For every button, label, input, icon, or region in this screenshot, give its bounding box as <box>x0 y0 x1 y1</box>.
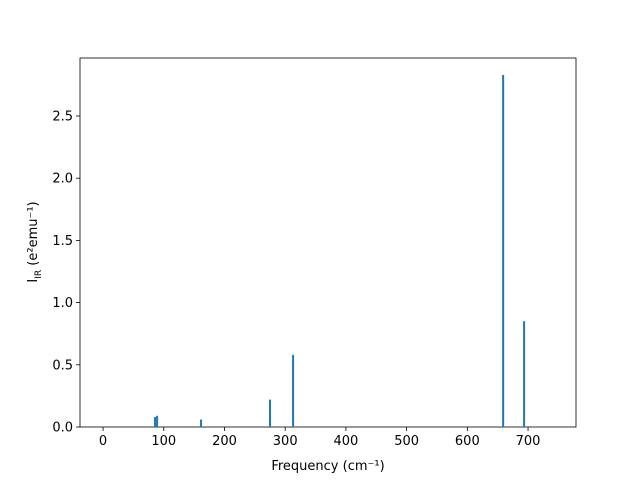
x-tick-label: 400 <box>333 434 358 449</box>
x-tick-label: 600 <box>455 434 480 449</box>
y-label-base: I <box>26 279 41 283</box>
y-tick-label: 0.5 <box>52 358 73 373</box>
y-tick-label: 2.0 <box>52 172 73 187</box>
bar <box>269 399 272 427</box>
y-tick-label: 1.0 <box>52 296 73 311</box>
y-tick-label: 2.5 <box>52 109 73 124</box>
y-axis-label: IIR (e²emu⁻¹) <box>26 201 44 282</box>
bar <box>156 415 159 427</box>
bar <box>502 74 505 428</box>
x-tick-label: 500 <box>394 434 419 449</box>
x-tick-label: 100 <box>151 434 176 449</box>
y-tick-label: 1.5 <box>52 234 73 249</box>
bar <box>523 321 526 427</box>
bar <box>200 419 203 427</box>
y-label-unit: (e²emu⁻¹) <box>26 201 41 269</box>
x-tick-label: 200 <box>212 434 237 449</box>
y-label-sub: IR <box>34 270 44 279</box>
x-tick-label: 300 <box>273 434 298 449</box>
x-tick-label: 700 <box>516 434 541 449</box>
bar <box>154 417 157 427</box>
x-tick-label: 0 <box>99 434 107 449</box>
x-axis-label: Frequency (cm⁻¹) <box>271 459 384 474</box>
bar <box>292 354 295 427</box>
plot-frame <box>79 57 577 428</box>
y-tick-label: 0.0 <box>52 421 73 436</box>
